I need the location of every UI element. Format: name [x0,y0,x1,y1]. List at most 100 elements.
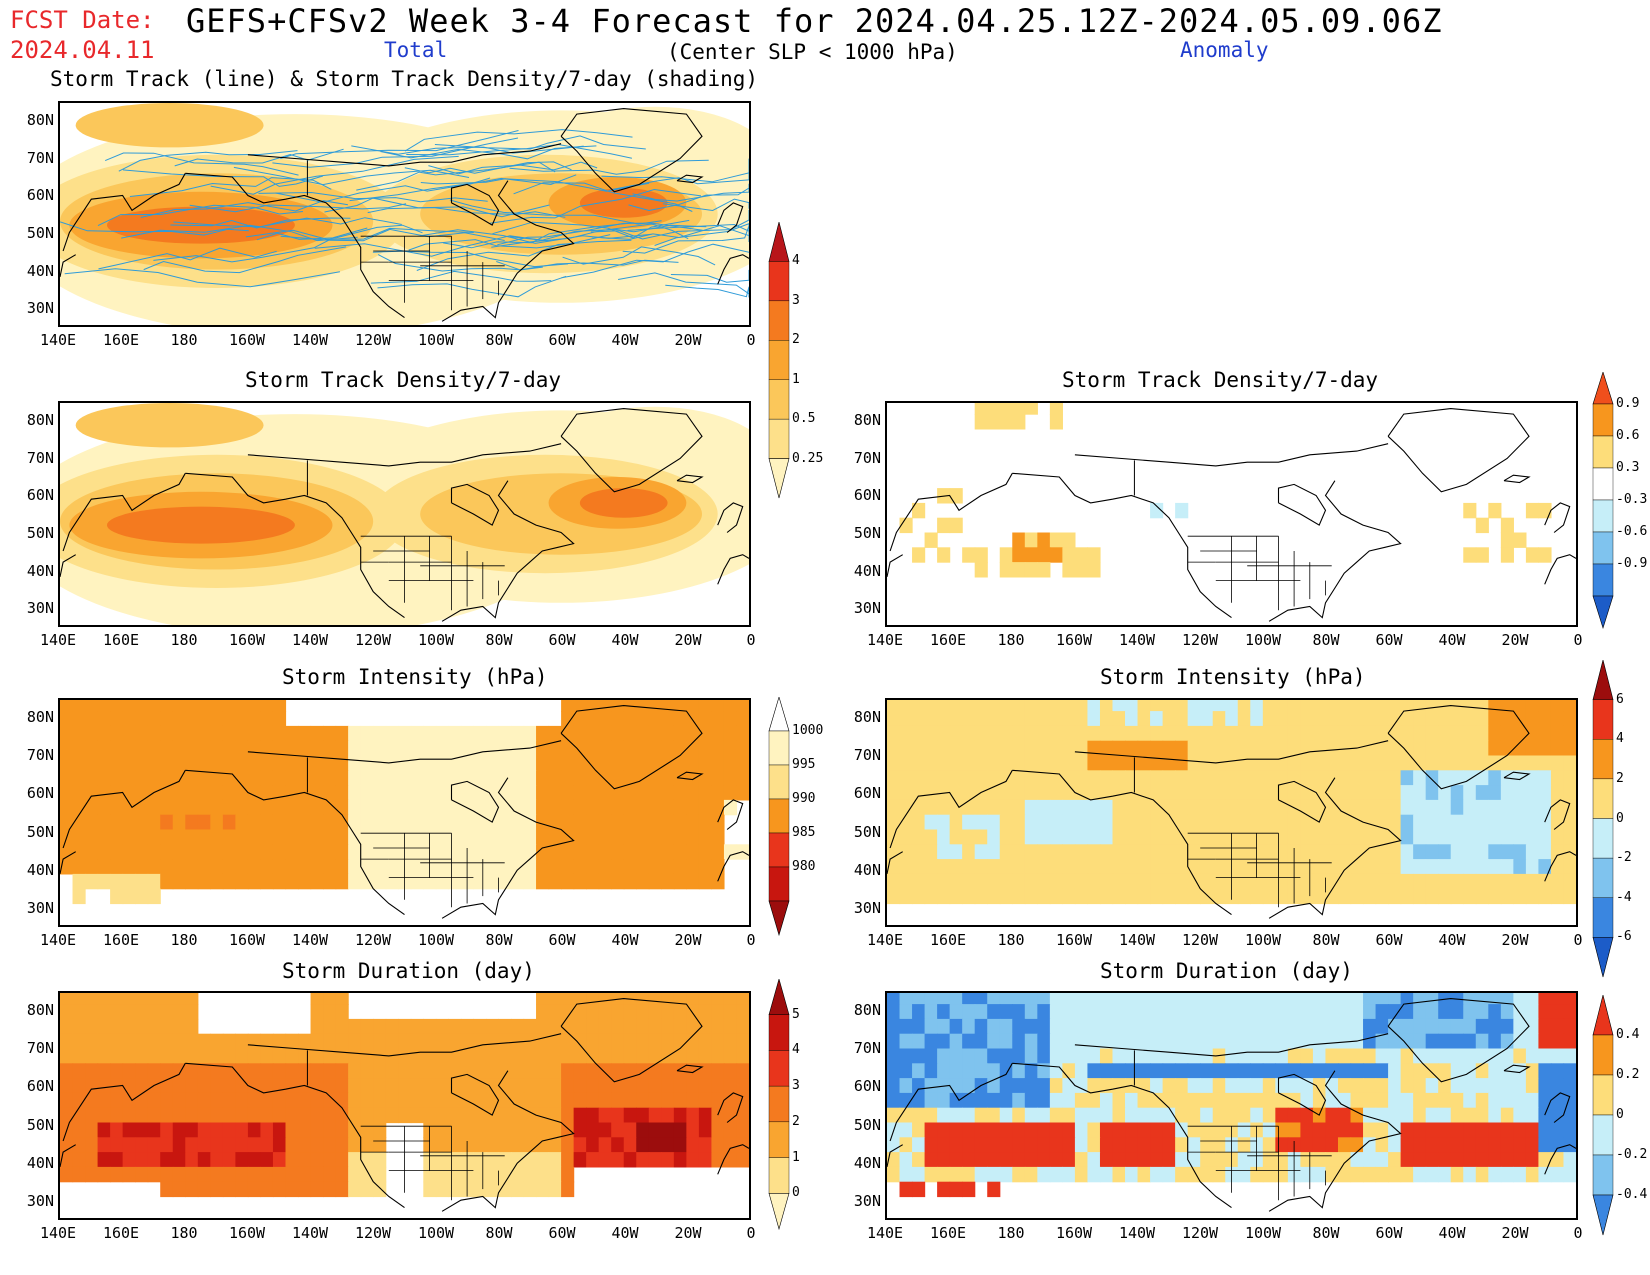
grid-cell [1388,993,1402,1005]
grid-cell [561,1048,575,1064]
grid-cell [1112,873,1126,890]
colorbar-label: 0.2 [1616,1067,1640,1082]
grid-cell [686,873,700,890]
grid-cell [510,1063,525,1079]
column-label-total: Total [384,38,448,62]
colorbar-swatch [768,1050,790,1087]
grid-cell [1425,1137,1439,1153]
grid-cell [1538,711,1552,727]
grid-cell [648,770,662,786]
grid-cell [423,1033,437,1050]
grid-cell [1475,770,1489,786]
grid-cell [1513,859,1527,875]
grid-cell [435,755,449,771]
grid-cell [147,1092,161,1109]
grid-cell [85,859,99,875]
grid-cell [1375,1004,1389,1020]
grid-cell [1325,888,1339,905]
grid-cell [1049,844,1063,860]
grid-cell [260,755,274,771]
grid-cell [435,1048,449,1064]
grid-cell [222,844,236,860]
grid-cell [999,700,1013,712]
grid-cell [987,1092,1001,1109]
grid-cell [410,814,424,831]
grid-cell [423,1048,437,1064]
grid-cell [924,1152,938,1168]
grid-cell [548,740,562,757]
grid-cell [260,1078,274,1094]
grid-cell [510,859,525,875]
grid-cell [1475,1004,1489,1020]
colorbar-svg [768,695,790,937]
grid-cell [298,814,312,831]
grid-cell [1425,1004,1439,1020]
grid-cell [1112,1033,1126,1050]
grid-cell [385,1033,399,1050]
grid-cell [1187,829,1201,845]
colorbar-svg [1592,370,1614,630]
grid-cell [1475,888,1489,905]
grid-cell [285,814,299,831]
grid-cell [1275,814,1289,831]
grid-cell [1300,711,1314,727]
grid-cell [962,993,976,1005]
grid-cell [623,1107,637,1124]
lon-tick-label: 180 [170,331,198,349]
grid-cell [1087,1078,1101,1094]
grid-cell [974,814,988,831]
grid-cell [611,1018,625,1035]
grid-cell [1087,785,1101,801]
grid-cell [673,1004,687,1020]
grid-cell [260,1033,274,1050]
grid-cell [1024,711,1038,727]
grid-cell [485,1092,500,1109]
grid-cell [1212,1152,1226,1168]
coastline [441,1070,575,1212]
grid-cell [623,770,637,786]
grid-cell [360,1063,374,1079]
grid-cell [335,1078,349,1094]
grid-cell [1413,1166,1427,1183]
grid-cell [1062,844,1076,860]
colorbar-label: 0.4 [1616,1027,1640,1042]
lon-tick-label: 120W [1181,631,1219,649]
grid-cell [1074,814,1089,831]
grid-cell [185,770,199,786]
grid-cell [1062,1004,1076,1020]
grid-cell [736,1004,749,1020]
grid-cell [1175,1166,1189,1183]
grid-cell [661,1122,675,1138]
grid-cell [1450,740,1464,757]
lon-tick-label: 40W [611,631,639,649]
grid-cell [60,700,74,712]
lat-tick-label: 60N [853,486,881,505]
grid-cell [1337,755,1352,771]
grid-cell [636,1033,650,1050]
grid-cell [962,740,976,757]
grid-cell [1375,1166,1389,1183]
lon-tick-label: 160E [102,1224,140,1242]
grid-cell [573,1092,587,1109]
grid-cell [1187,1107,1201,1124]
grid-cell [323,1092,337,1109]
grid-cell [1049,770,1063,786]
grid-cell [523,1107,537,1124]
grid-cell [974,1137,988,1153]
grid-cell [912,1166,926,1183]
grid-cell [1438,1063,1452,1079]
grid-cell [260,725,274,742]
colorbar-label: 0.9 [1616,396,1640,411]
grid-cell [1262,725,1276,742]
grid-cell [1350,755,1364,771]
grid-cell [1125,1033,1139,1050]
grid-cell [1287,1033,1301,1050]
grid-cell [711,711,725,727]
grid-cell [247,1092,262,1109]
grid-cell [1450,1092,1464,1109]
grid-cell [1037,829,1051,845]
colorbar-label: 0.25 [792,450,824,466]
grid-cell [1275,1063,1289,1079]
grid-cell [1087,799,1101,816]
grid-cell [711,859,725,875]
